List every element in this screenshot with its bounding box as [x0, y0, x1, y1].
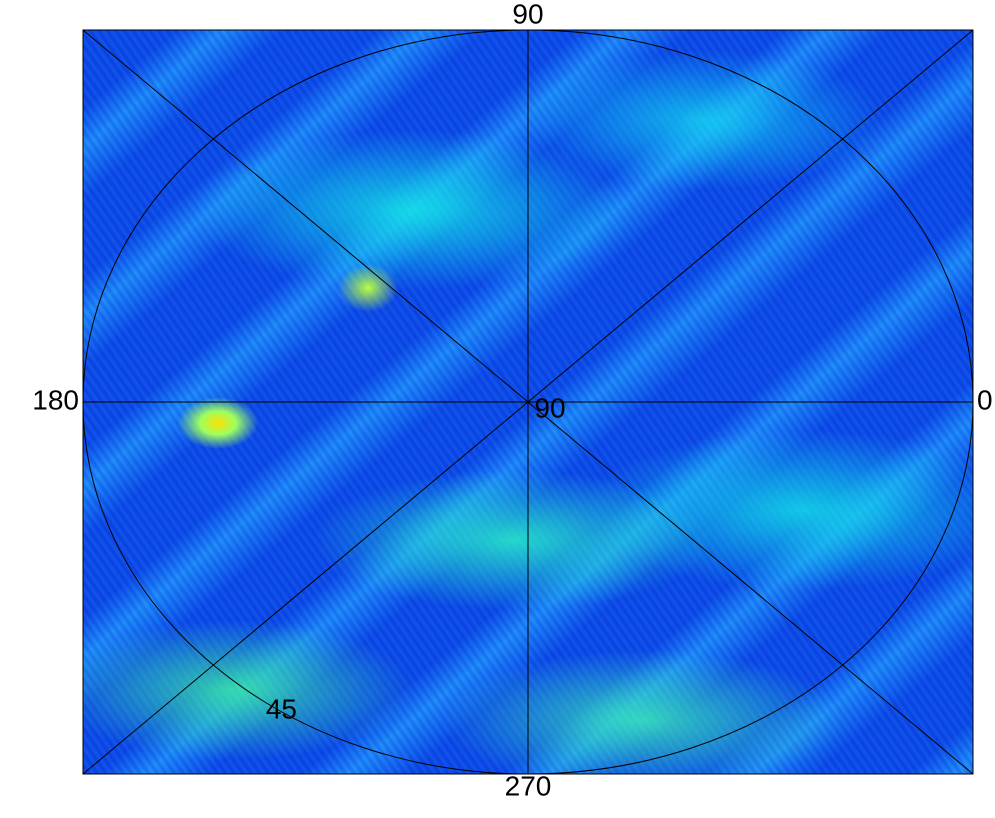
- r-grid-circle: [82, 29, 974, 775]
- theta-grid-line: [527, 401, 974, 775]
- theta-grid-line: [527, 29, 974, 403]
- r-tick-label: 45: [266, 693, 297, 724]
- theta-grid-line: [82, 401, 529, 775]
- theta-grid-line: [82, 29, 529, 403]
- r-tick-label: 90: [534, 392, 565, 423]
- theta-tick-label: 180: [32, 384, 79, 415]
- theta-tick-label: 270: [505, 770, 552, 801]
- theta-tick-label: 90: [512, 0, 543, 29]
- theta-tick-label: 0: [977, 384, 993, 415]
